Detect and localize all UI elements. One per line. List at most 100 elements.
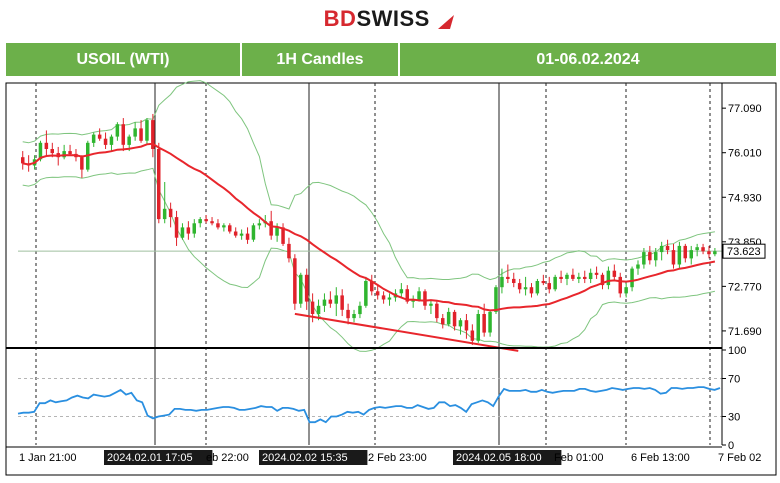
candle-body	[547, 283, 551, 290]
candle-body	[701, 247, 705, 252]
candle-body	[97, 134, 102, 139]
candle-body	[299, 274, 303, 304]
rsi-tick-label: 0	[728, 440, 734, 452]
price-tick-label: 77.090	[728, 103, 762, 115]
candle-body	[417, 291, 421, 300]
candle-body	[411, 299, 415, 302]
candle-body	[281, 227, 285, 244]
candle-body	[21, 157, 25, 164]
price-tick-label: 71.690	[728, 326, 762, 338]
candle-body	[210, 221, 214, 224]
candle-body	[577, 276, 581, 279]
rsi-tick-label: 70	[728, 374, 740, 386]
candle-body	[328, 299, 333, 304]
candle-body	[204, 219, 208, 222]
time-label-highlight	[104, 450, 213, 465]
candle-body	[239, 233, 244, 236]
time-label: Feb 01:00	[554, 452, 604, 464]
time-label: 2 Feb 23:00	[368, 452, 427, 464]
price-tick-label: 76.010	[728, 148, 762, 160]
time-label: 2024.02.05 18:00	[456, 452, 542, 464]
candle-body	[316, 305, 321, 315]
candle-body	[275, 227, 279, 236]
brand-logo-text: BDSWISS	[324, 6, 430, 31]
candle-body	[103, 138, 108, 145]
bollinger-upper-band	[22, 80, 715, 281]
candle-body	[683, 245, 687, 259]
brand-arrow-icon	[438, 14, 455, 29]
bollinger-lower-band	[22, 167, 716, 352]
candle-body	[358, 305, 362, 315]
candle-body	[352, 314, 356, 319]
candle-body	[695, 247, 699, 251]
candle-body	[145, 120, 149, 141]
brand-logo: BDSWISS	[0, 6, 780, 32]
time-label: 2024.02.01 17:05	[107, 452, 193, 464]
current-price-label: 73.623	[727, 246, 761, 258]
candle-body	[38, 142, 43, 160]
header-timeframe: 1H Candles	[242, 43, 400, 76]
candle-body	[334, 295, 338, 304]
time-label: 7 Feb 02	[718, 452, 761, 464]
candle-body	[707, 251, 711, 255]
rsi-tick-label: 100	[728, 345, 746, 357]
candle-body	[139, 128, 143, 141]
candle-body	[565, 274, 569, 279]
candle-body	[630, 268, 634, 288]
candle-body	[322, 299, 327, 306]
time-label: 6 Feb 13:00	[631, 452, 690, 464]
time-label: eb 22:00	[206, 452, 249, 464]
candle-body	[405, 289, 409, 302]
candle-body	[529, 287, 534, 294]
candle-body	[618, 276, 622, 294]
candle-body	[559, 276, 563, 279]
candle-body	[192, 223, 196, 234]
candle-body	[506, 276, 510, 279]
candle-body	[458, 320, 463, 327]
candle-body	[364, 281, 368, 306]
candle-body	[612, 270, 617, 277]
candle-body	[517, 283, 522, 290]
chart-header: USOIL (WTI) 1H Candles 01-06.02.2024	[6, 43, 776, 76]
candle-body	[80, 157, 84, 170]
candle-body	[488, 311, 492, 333]
candle-body	[594, 272, 599, 275]
candle-body	[494, 287, 498, 312]
candle-body	[68, 151, 72, 154]
candle-body	[228, 225, 232, 232]
candle-body	[387, 297, 392, 300]
candle-body	[470, 330, 475, 341]
candle-body	[346, 309, 350, 319]
candle-body	[304, 274, 309, 302]
candle-body	[399, 289, 404, 294]
candle-body	[583, 276, 587, 279]
candle-body	[441, 318, 445, 325]
candle-body	[269, 221, 273, 236]
candle-body	[257, 223, 262, 226]
candle-body	[180, 227, 185, 238]
candle-body	[293, 258, 297, 304]
candle-body	[44, 142, 49, 149]
candle-body	[523, 287, 528, 290]
rsi-tick-label: 30	[728, 412, 740, 424]
candle-body	[133, 128, 137, 137]
candle-body	[429, 303, 433, 306]
candle-body	[500, 276, 504, 288]
time-label-highlight	[259, 450, 368, 465]
candle-body	[482, 314, 486, 333]
candle-body	[624, 287, 628, 294]
candle-body	[50, 149, 54, 154]
candle-body	[541, 281, 546, 284]
moving-average-line	[22, 142, 716, 312]
candle-body	[381, 295, 386, 300]
candle-body	[222, 225, 226, 228]
candle-body	[151, 120, 155, 149]
candle-body	[162, 208, 167, 220]
candle-body	[452, 311, 457, 327]
candle-body	[109, 136, 114, 145]
candle-body	[121, 124, 125, 145]
time-label-highlight	[453, 450, 562, 465]
candle-body	[476, 314, 480, 341]
candle-body	[553, 276, 557, 290]
